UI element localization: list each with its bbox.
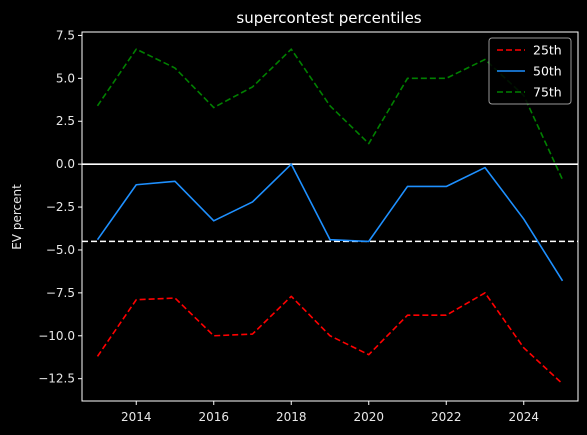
y-axis-label: EV percent (10, 184, 24, 250)
x-tick-label: 2024 (508, 410, 539, 424)
legend-label-75th: 75th (533, 85, 562, 100)
y-axis: 7.5 5.0 2.5 0.0 −2.5 −5.0 −7.5 −10.0 −12.5 (38, 28, 82, 386)
y-tick-label: −7.5 (46, 286, 75, 300)
reference-lines (82, 163, 578, 243)
series-layer (96, 48, 564, 385)
x-tick-label: 2016 (198, 410, 229, 424)
x-tick-label: 2018 (276, 410, 307, 424)
y-tick-label: −10.0 (38, 329, 75, 343)
y-tick-label: −2.5 (46, 200, 75, 214)
x-tick-label: 2022 (431, 410, 462, 424)
legend: 25th 50th 75th (488, 37, 572, 105)
legend-box (488, 37, 572, 105)
chart-title: supercontest percentiles (236, 9, 421, 27)
y-tick-label: 2.5 (56, 114, 75, 128)
y-tick-label: 7.5 (56, 28, 75, 42)
legend-label-25th: 25th (533, 43, 562, 58)
series-line-75th (96, 48, 564, 180)
series-line-25th (96, 292, 564, 385)
y-tick-label: 0.0 (56, 157, 75, 171)
series-line-50th (96, 163, 564, 282)
plot-frame (81, 31, 579, 402)
y-tick-label: −12.5 (38, 372, 75, 386)
x-axis: 2014 2016 2018 2020 2022 2024 (121, 401, 539, 424)
x-tick-label: 2014 (121, 410, 152, 424)
x-tick-label: 2020 (353, 410, 384, 424)
y-tick-label: −5.0 (46, 243, 75, 257)
legend-label-50th: 50th (533, 64, 562, 79)
y-tick-label: 5.0 (56, 71, 75, 85)
